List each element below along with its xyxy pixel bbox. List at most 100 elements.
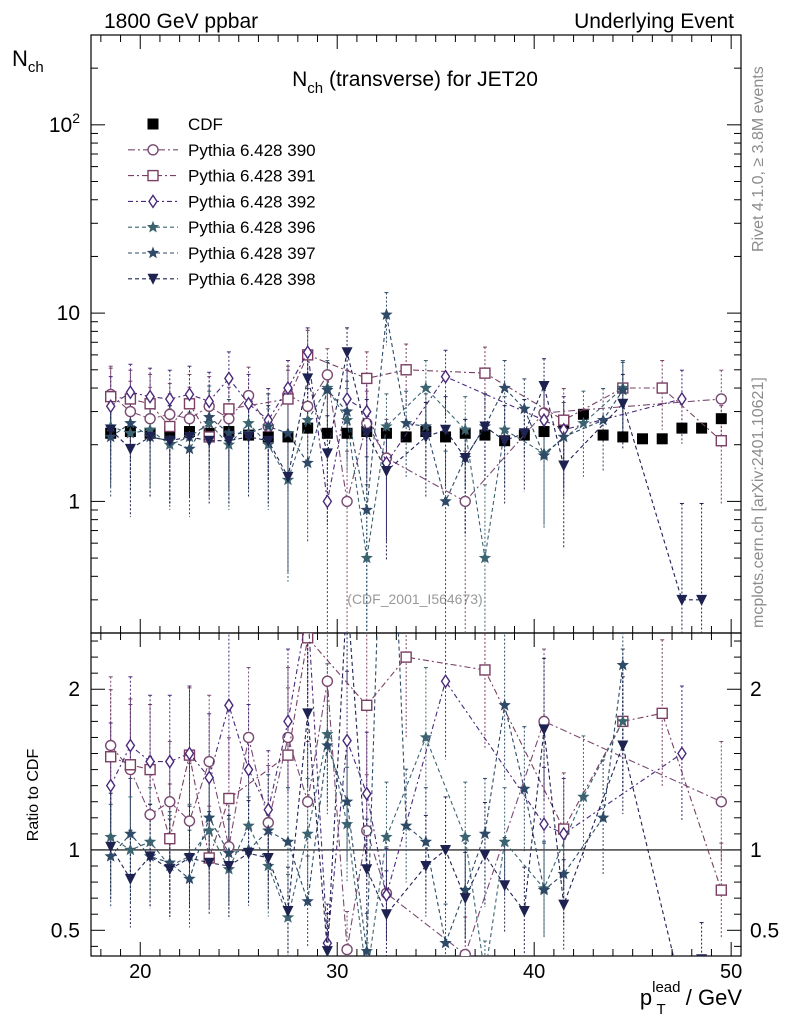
data-point (538, 381, 550, 393)
ratio-point (301, 796, 314, 808)
data-point (340, 413, 354, 426)
ratio-point (301, 633, 314, 644)
ratio-point (143, 835, 157, 848)
data-point (223, 412, 235, 425)
data-point (203, 435, 215, 447)
data-point (301, 400, 314, 412)
ratio-point (539, 816, 549, 832)
data-point (301, 413, 314, 426)
ratio-point (301, 894, 314, 907)
data-point (656, 433, 668, 445)
data-point (380, 308, 393, 320)
data-point (479, 367, 491, 379)
data-point (499, 435, 511, 447)
data-point (124, 416, 137, 429)
legend-label: Pythia 6.428 391 (188, 167, 316, 186)
data-point (577, 408, 589, 420)
data-point (715, 435, 728, 447)
data-point (183, 442, 196, 455)
plot-title: Nch (transverse) for JET20 (292, 68, 538, 97)
legend-marker (146, 220, 160, 233)
rivet-version-label: Rivet 4.1.0, ≥ 3.8M events (750, 66, 767, 252)
data-point (125, 384, 136, 400)
ratio-point (321, 727, 334, 740)
legend-label: Pythia 6.428 398 (188, 270, 316, 289)
ratio-tick-label: 1 (68, 839, 80, 862)
ratio-point (459, 948, 471, 956)
ratio-point (440, 673, 451, 689)
data-point (144, 431, 156, 443)
ratio-point (223, 792, 235, 805)
data-point (283, 380, 293, 396)
ratio-point (183, 852, 195, 864)
ratio-point (124, 873, 136, 885)
data-point (617, 398, 629, 410)
ratio-point (302, 708, 314, 720)
data-point (538, 426, 550, 438)
ratio-point (380, 830, 393, 843)
ratio-point (361, 864, 373, 876)
data-point (637, 433, 649, 445)
ratio-point (145, 754, 155, 769)
ratio-point (203, 755, 215, 768)
series-line-3 (110, 350, 683, 502)
ratio-point (577, 790, 590, 803)
series-line-5 (110, 314, 624, 511)
data-point (341, 495, 353, 508)
ratio-point (262, 859, 275, 872)
ratio-line-4 (110, 721, 624, 956)
data-point (439, 494, 452, 507)
data-point (479, 429, 491, 441)
ratio-y-axis-label: Ratio to CDF (25, 749, 42, 842)
ratio-point (104, 751, 117, 763)
ratio-point (360, 944, 373, 956)
ratio-line-6 (110, 633, 674, 956)
ratio-point (361, 786, 372, 801)
ratio-point (498, 698, 511, 711)
data-point (223, 403, 235, 415)
ratio-point (282, 906, 294, 918)
data-point (321, 383, 334, 396)
legend-label: Pythia 6.428 392 (188, 192, 316, 211)
ratio-point (204, 770, 215, 785)
data-point (222, 426, 236, 439)
ratio-tick-label: 0.5 (51, 919, 80, 942)
data-point (380, 466, 392, 478)
ratio-tick-label-right: 0.5 (750, 919, 779, 942)
data-point (498, 381, 511, 394)
data-point (203, 416, 216, 429)
ratio-point (282, 749, 294, 761)
data-point (321, 448, 333, 460)
ratio-point (616, 714, 629, 727)
data-point (340, 405, 354, 417)
data-point (321, 369, 334, 381)
ratio-point (321, 946, 333, 956)
data-point (124, 426, 137, 439)
ratio-point (105, 841, 117, 853)
legend-marker (148, 194, 158, 209)
data-point (420, 426, 432, 438)
data-point (144, 412, 156, 425)
ratio-point (440, 844, 452, 856)
ratio-point (557, 867, 570, 880)
ratio-point (715, 796, 728, 808)
ratio-point (518, 782, 531, 795)
ratio-point (164, 754, 175, 769)
data-point (597, 429, 609, 441)
ratio-point (340, 817, 354, 830)
ratio-point (124, 843, 137, 856)
data-point (302, 422, 314, 434)
data-point (143, 423, 157, 436)
data-point (242, 416, 255, 429)
main-series-group (104, 308, 728, 606)
analysis-id-label: (CDF_2001_I564673) (347, 591, 482, 607)
data-point (419, 381, 432, 394)
data-point (145, 389, 155, 404)
ratio-series-group (104, 633, 728, 956)
header-right: Underlying Event (574, 10, 734, 33)
ratio-point (439, 936, 452, 949)
data-point (281, 426, 295, 439)
ratio-line-2 (110, 636, 722, 891)
data-point (420, 431, 432, 443)
legend-marker (147, 273, 159, 285)
